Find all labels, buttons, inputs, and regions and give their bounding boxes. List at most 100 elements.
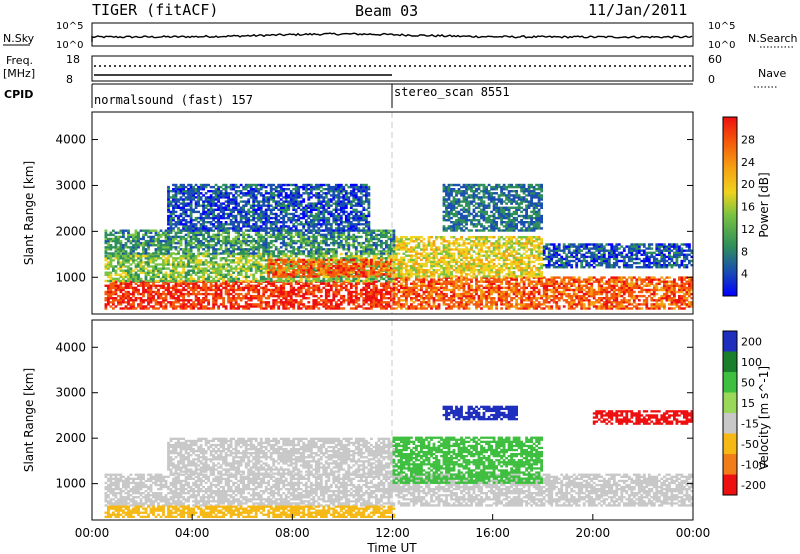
power-cells-cell-2669 [149,275,153,279]
power-cells-cell-4565 [497,244,501,247]
power-cells-cell-1217 [412,290,416,294]
power-cells-cell-4197 [432,256,436,259]
power-cells-cell-244 [164,288,168,292]
power-cells-cell-4058 [407,250,411,253]
power-cells-cell-4530 [492,262,496,266]
power-cells-cell-4490 [485,256,488,259]
power-cells-cell-133 [137,288,140,292]
power-cells-cell-30 [112,301,115,304]
power-cells-cell-1439 [462,303,466,306]
power-cells-cell-449 [217,294,220,298]
power-cells-cell-2137 [615,294,619,298]
power-cells-cell-2210 [630,294,634,298]
power-cells-cell-163 [144,284,148,287]
power-cells-cell-399 [204,299,208,302]
power-cells-cell-101 [129,305,133,308]
power-cells-cell-723 [289,299,293,302]
power-cells-cell-90 [127,303,130,306]
power-cells-cell-1486 [472,299,476,302]
power-cells-cell-2334 [660,297,664,300]
power-cells-cell-4607 [507,275,511,278]
power-cells-cell-4140 [422,256,426,259]
power-cells-cell-57 [119,303,123,306]
power-cells-cell-2340 [663,307,666,310]
power-cells-cell-4574 [500,256,503,259]
power-cells-cell-427 [212,299,215,302]
power-cells-cell-1640 [505,278,508,281]
power-cells-cell-246 [164,282,168,285]
power-cells-cell-2923 [212,277,215,281]
power-cells-cell-3502 [359,269,363,272]
power-cells-cell-1042 [375,301,378,304]
power-cells-cell-2108 [610,297,614,300]
power-cells-cell-4740 [530,266,533,270]
power-cells-cell-3677 [279,264,283,268]
power-cells-cell-1428 [460,299,463,302]
power-cells-cell-3739 [307,269,311,272]
power-cells-cell-4732 [527,242,531,245]
power-cells-cell-1374 [447,288,451,292]
power-cells-cell-2991 [229,273,233,276]
power-cells-cell-2272 [645,290,649,294]
power-cells-cell-2905 [207,277,210,281]
power-cells-cell-2682 [152,271,155,274]
power-cells-cell-1780 [537,303,541,306]
power-cells-cell-4216 [435,238,438,241]
power-cells-cell-974 [357,297,361,300]
power-cells-cell-1650 [507,284,511,287]
power-cells-cell-252 [167,286,170,290]
power-cells-cell-3994 [397,264,401,268]
power-cells-cell-828 [317,290,321,294]
power-cells-cell-2354 [665,294,669,298]
power-cells-cell-1981 [582,305,586,308]
power-cells-cell-3091 [254,255,258,258]
power-cells-cell-4023 [402,273,406,276]
power-cells-cell-320 [184,305,188,308]
power-cells-cell-2829 [187,257,190,260]
power-cells-cell-863 [327,294,331,298]
power-cells-cell-2549 [119,252,123,256]
power-cells-cell-4834 [112,252,115,255]
power-cells-cell-2684 [152,267,155,270]
power-cells-cell-3093 [257,269,261,272]
power-cells-cell-4334 [457,256,461,259]
power-cells-cell-1736 [527,297,531,300]
power-cells-cell-3092 [257,279,261,283]
power-cells-cell-4940 [142,229,145,232]
power-cells-cell-4973 [154,252,158,255]
power-cells-cell-550 [244,294,248,298]
power-cells-cell-4480 [482,242,486,245]
power-cells-cell-3604 [385,257,388,260]
power-cells-cell-3110 [259,257,263,260]
power-cells-cell-996 [365,297,368,300]
power-cells-cell-744 [294,294,298,298]
power-cells-cell-1743 [527,278,531,281]
power-cells-cell-3704 [292,269,296,272]
power-cells-cell-4360 [462,264,466,268]
power-cells-cell-3655 [272,266,276,270]
power-cells-cell-1445 [462,286,466,290]
power-cells-cell-368 [197,303,200,306]
power-cells-cell-4429 [475,262,478,266]
power-cells-cell-4458 [480,264,483,268]
power-cells-cell-4605 [505,240,508,243]
power-cells-cell-3897 [367,264,371,268]
power-cells-cell-3537 [370,279,373,283]
power-cells-cell-1483 [470,280,473,283]
power-cells-cell-2164 [620,288,624,292]
power-cells-cell-1100 [387,284,391,287]
power-cells-cell-1787 [537,280,541,283]
power-cells-cell-4475 [482,264,486,268]
power-cells-cell-1799 [542,307,546,310]
power-cells-cell-1625 [502,286,506,290]
power-cells-cell-1634 [505,294,508,298]
power-cells-cell-3345 [322,279,326,283]
power-cells-cell-1890 [562,292,566,296]
power-cells-cell-1581 [492,286,496,290]
power-cells-cell-1135 [395,307,398,310]
power-cells-cell-1784 [537,290,541,294]
power-cells-cell-553 [244,284,248,287]
power-cells-cell-1748 [530,299,533,302]
power-cells-cell-2253 [640,288,644,292]
power-cells-cell-3059 [247,267,251,270]
